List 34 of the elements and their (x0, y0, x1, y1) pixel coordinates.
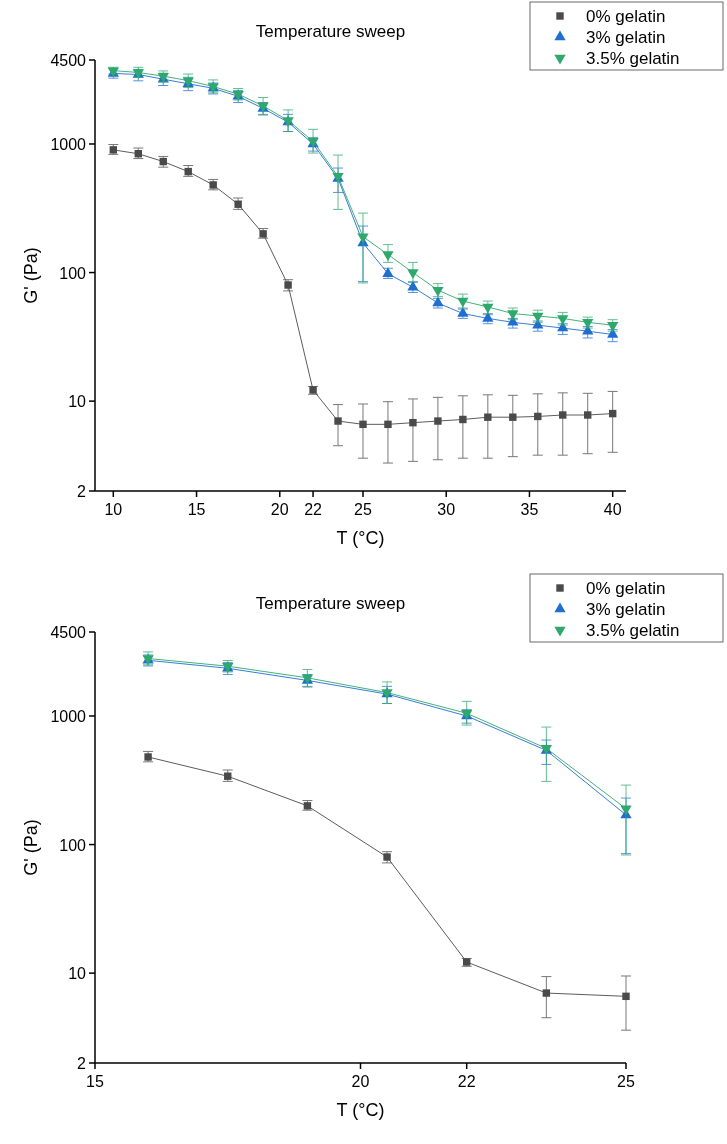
y-tick-label: 10 (68, 965, 87, 983)
y-tick-label: 10 (68, 393, 87, 411)
x-tick-label: 20 (351, 1073, 370, 1090)
x-axis-title: T (°C) (336, 528, 385, 548)
y-tick-label: 1000 (50, 135, 87, 153)
x-axis-title: T (°C) (336, 1100, 385, 1120)
x-tick-label: 25 (354, 501, 372, 518)
x-tick-label: 22 (304, 501, 323, 518)
y-axis-title: G' (Pa) (21, 247, 41, 304)
y-tick-label: 100 (59, 836, 87, 854)
x-tick-label: 35 (520, 501, 539, 518)
y-axis-title: G' (Pa) (21, 819, 41, 876)
legend-label: 0% gelatin (586, 579, 666, 598)
legend-label: 3% gelatin (586, 28, 666, 47)
legend-label: 0% gelatin (586, 7, 666, 26)
x-tick-label: 30 (437, 501, 456, 518)
y-tick-label: 4500 (50, 52, 87, 69)
x-tick-label: 15 (86, 1073, 104, 1090)
y-tick-label: 1000 (50, 707, 87, 725)
legend-label: 3.5% gelatin (586, 621, 680, 640)
x-tick-label: 20 (270, 501, 289, 518)
y-tick-label: 100 (59, 264, 87, 282)
y-tick-label: 2 (77, 1055, 87, 1072)
chart-title: Temperature sweep (255, 594, 406, 613)
legend-label: 3% gelatin (586, 600, 666, 619)
x-tick-label: 22 (457, 1073, 476, 1090)
y-tick-label: 4500 (50, 624, 87, 641)
x-tick-label: 40 (603, 501, 622, 518)
x-tick-label: 10 (104, 501, 123, 518)
legend-label: 3.5% gelatin (586, 49, 680, 68)
x-tick-label: 15 (187, 501, 206, 518)
y-tick-label: 2 (77, 483, 87, 500)
x-tick-label: 25 (617, 1073, 635, 1090)
chart-title: Temperature sweep (255, 22, 406, 41)
